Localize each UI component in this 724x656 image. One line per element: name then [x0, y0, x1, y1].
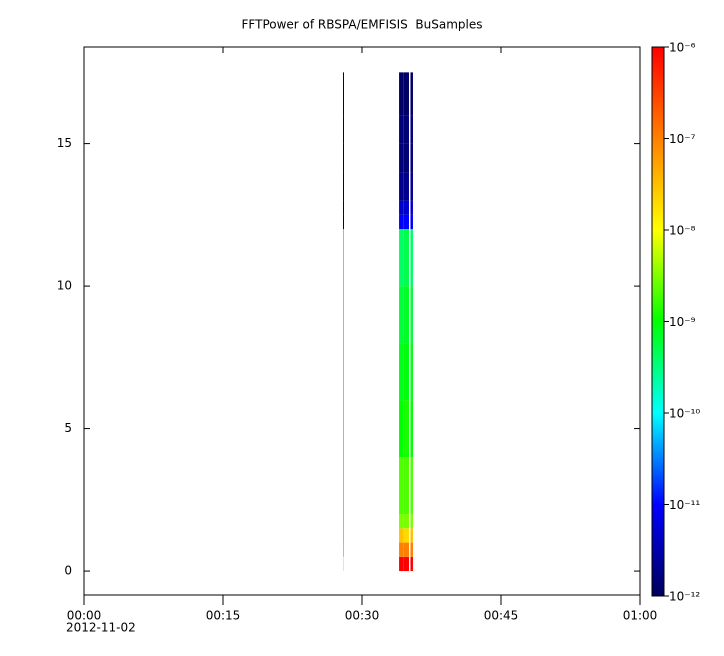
- spectrogram-cell: [343, 172, 345, 201]
- spectrogram-cell: [403, 143, 409, 173]
- spectrogram-cell: [403, 172, 409, 201]
- y-tick-label: 10: [57, 279, 72, 293]
- spectrogram-cell: [403, 528, 409, 543]
- spectrogram-cell: [403, 200, 409, 215]
- spectrogram-cell: [410, 514, 413, 529]
- spectrogram-cell: [403, 556, 409, 572]
- spectrogram-cell: [403, 514, 409, 529]
- spectrogram-cell: [399, 72, 404, 116]
- spectrogram-cell: [410, 143, 413, 173]
- spectrogram-cell: [410, 556, 413, 572]
- spectrogram-cell: [343, 143, 345, 173]
- spectrogram-cell: [399, 172, 404, 201]
- spectrogram-cell: [343, 556, 345, 572]
- plot-frame: [83, 46, 641, 596]
- spectrogram-cell: [399, 115, 404, 144]
- spectrogram-cell: [403, 72, 409, 116]
- spectrogram-cell: [399, 343, 404, 401]
- spectrogram-cell: [410, 172, 413, 201]
- spectrogram-cell: [403, 343, 409, 401]
- spectrogram-cell: [399, 200, 404, 215]
- x-tick-label: 00:30: [345, 609, 380, 623]
- spectrogram-cell: [343, 343, 345, 401]
- colorbar: [651, 46, 665, 597]
- colorbar-tick-label: 10⁻⁷: [669, 132, 696, 146]
- spectrogram-cell: [399, 214, 404, 230]
- x-date-label: 2012-11-02: [66, 621, 136, 635]
- spectrogram-cell: [403, 214, 409, 230]
- spectrogram-cell: [410, 457, 413, 515]
- spectrogram-cell: [399, 514, 404, 529]
- spectrogram-cell: [343, 72, 345, 116]
- y-tick-label: 15: [57, 136, 72, 150]
- colorbar-tick-label: 10⁻¹²: [669, 590, 700, 604]
- y-tick-label: 5: [64, 421, 72, 435]
- spectrogram-cell: [403, 457, 409, 515]
- spectrogram-cell: [343, 115, 345, 144]
- x-tick-label: 00:45: [484, 609, 519, 623]
- spectrogram-cell: [403, 542, 409, 557]
- spectrogram-cell: [399, 143, 404, 173]
- spectrogram-cell: [410, 542, 413, 557]
- spectrogram-cell: [410, 72, 413, 116]
- spectrogram-cell: [399, 229, 404, 287]
- colorbar-tick-label: 10⁻¹¹: [669, 498, 700, 512]
- spectrogram-cell: [343, 542, 345, 557]
- spectrogram-cell: [410, 229, 413, 287]
- spectrogram-cell: [343, 514, 345, 529]
- spectrogram-cell: [343, 528, 345, 543]
- x-tick-label: 00:00: [67, 609, 102, 623]
- spectrogram-cell: [403, 286, 409, 344]
- spectrogram-cell: [343, 400, 345, 458]
- spectrogram-cell: [399, 556, 404, 572]
- spectrogram-cell: [343, 457, 345, 515]
- spectrogram-cell: [399, 400, 404, 458]
- x-tick-label: 01:00: [623, 609, 658, 623]
- spectrogram-cell: [343, 200, 345, 215]
- spectrogram-cell: [403, 229, 409, 287]
- chart-title: FFTPower of RBSPA/EMFISIS BuSamples: [242, 18, 483, 32]
- spectrogram-cell: [410, 400, 413, 458]
- spectrogram-cell: [410, 528, 413, 543]
- spectrogram-cell: [399, 457, 404, 515]
- y-tick-label: 0: [64, 564, 72, 578]
- spectrogram-cell: [399, 542, 404, 557]
- spectrogram-cell: [410, 286, 413, 344]
- colorbar-tick-label: 10⁻⁹: [669, 315, 696, 329]
- spectrogram-cell: [410, 200, 413, 215]
- spectrogram-cell: [410, 115, 413, 144]
- spectrogram-cell: [399, 528, 404, 543]
- spectrogram-cell: [343, 286, 345, 344]
- colorbar-tick-label: 10⁻⁸: [669, 224, 696, 238]
- spectrogram-cell: [399, 286, 404, 344]
- x-tick-label: 00:15: [206, 609, 241, 623]
- spectrogram-cell: [343, 214, 345, 230]
- colorbar-tick-label: 10⁻¹⁰: [669, 407, 700, 421]
- colorbar-tick-label: 10⁻⁶: [669, 41, 696, 55]
- spectrogram-cell: [410, 214, 413, 230]
- spectrogram-cell: [403, 115, 409, 144]
- spectrogram-cell: [343, 229, 345, 287]
- spectrogram-cell: [410, 343, 413, 401]
- spectrogram-cell: [403, 400, 409, 458]
